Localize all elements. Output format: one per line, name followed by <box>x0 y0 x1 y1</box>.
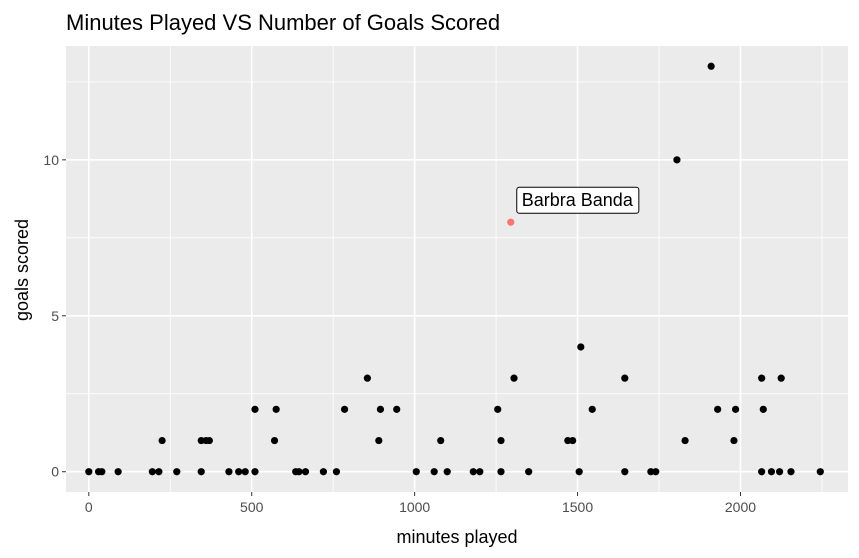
annotation-label-box <box>516 186 640 214</box>
data-point <box>652 468 660 476</box>
data-point <box>158 436 166 445</box>
data-point <box>777 374 785 382</box>
data-point <box>251 405 259 413</box>
data-point <box>621 374 629 382</box>
data-point <box>155 468 163 476</box>
data-point <box>205 436 213 445</box>
chart-title: Minutes Played VS Number of Goals Scored <box>66 10 500 35</box>
data-point <box>510 374 518 382</box>
data-point <box>681 436 689 445</box>
data-point <box>476 468 484 476</box>
data-point <box>525 468 533 476</box>
data-point <box>85 468 93 476</box>
data-point <box>775 468 784 476</box>
data-point <box>494 405 502 413</box>
data-point <box>319 468 328 476</box>
annotation: Barbra Banda <box>516 186 640 214</box>
data-point <box>241 468 249 476</box>
data-point <box>577 343 585 351</box>
data-point <box>758 374 766 382</box>
data-point <box>375 436 383 445</box>
y-tick-label: 5 <box>51 308 59 324</box>
data-point <box>767 468 776 476</box>
data-point <box>173 468 181 476</box>
data-point <box>758 468 766 476</box>
y-axis-title: goals scored <box>12 219 32 321</box>
data-point <box>251 468 259 476</box>
data-point <box>443 468 451 476</box>
major-gridlines <box>66 46 848 492</box>
data-point <box>301 468 310 476</box>
data-point <box>437 436 445 445</box>
data-point <box>412 468 420 476</box>
plot-panel <box>66 46 848 492</box>
data-point <box>376 405 385 413</box>
data-point <box>272 405 280 413</box>
tick-labels: 0 500 1000 1500 2000 0 5 10 <box>43 152 756 515</box>
annotation-label-text: Barbra Banda <box>522 190 634 210</box>
data-point <box>295 468 303 476</box>
minor-gridlines <box>66 46 848 492</box>
data-point <box>98 468 106 476</box>
data-point <box>759 405 767 413</box>
data-point <box>148 468 156 476</box>
data-point <box>235 468 243 476</box>
axis-ticks <box>62 159 741 496</box>
data-point <box>270 436 279 445</box>
data-point <box>340 405 349 413</box>
x-tick-label: 1000 <box>399 499 430 515</box>
data-point <box>197 468 205 476</box>
data-point <box>469 468 477 476</box>
data-point <box>730 436 738 445</box>
x-axis-title: minutes played <box>396 527 517 547</box>
data-point <box>225 468 233 476</box>
data-point <box>714 405 722 413</box>
data-point <box>787 468 795 476</box>
data-point <box>332 468 341 476</box>
x-tick-label: 1500 <box>562 499 593 515</box>
data-point <box>393 405 401 413</box>
data-point <box>673 156 681 164</box>
data-point <box>363 374 371 382</box>
x-tick-label: 0 <box>85 499 93 515</box>
highlighted-data-point <box>507 218 515 226</box>
data-point <box>569 436 577 445</box>
y-tick-label: 10 <box>43 152 59 168</box>
data-point <box>575 468 583 476</box>
data-point <box>430 468 438 476</box>
data-point <box>621 468 629 476</box>
data-point <box>497 436 505 445</box>
data-point <box>707 62 715 70</box>
x-tick-label: 500 <box>240 499 264 515</box>
data-points <box>85 62 824 476</box>
data-point <box>114 468 122 476</box>
data-point <box>497 468 505 476</box>
x-tick-label: 2000 <box>725 499 756 515</box>
data-point <box>731 405 740 413</box>
data-point <box>816 468 824 476</box>
data-point <box>588 405 596 413</box>
y-tick-label: 0 <box>51 464 59 480</box>
